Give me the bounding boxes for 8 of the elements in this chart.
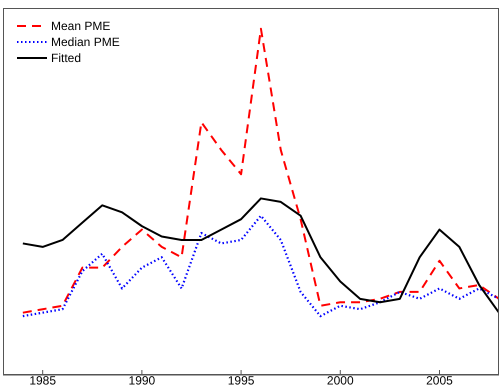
x-tick-label: 1985: [29, 374, 56, 388]
x-tick-label: 1990: [128, 374, 156, 388]
x-tick-label: 2000: [326, 374, 354, 388]
x-tick-label: 2005: [426, 374, 454, 388]
legend-label: Mean PME: [51, 19, 110, 33]
x-tick-label: 1995: [228, 374, 255, 388]
legend-label: Median PME: [51, 35, 120, 49]
legend-label: Fitted: [51, 51, 82, 65]
